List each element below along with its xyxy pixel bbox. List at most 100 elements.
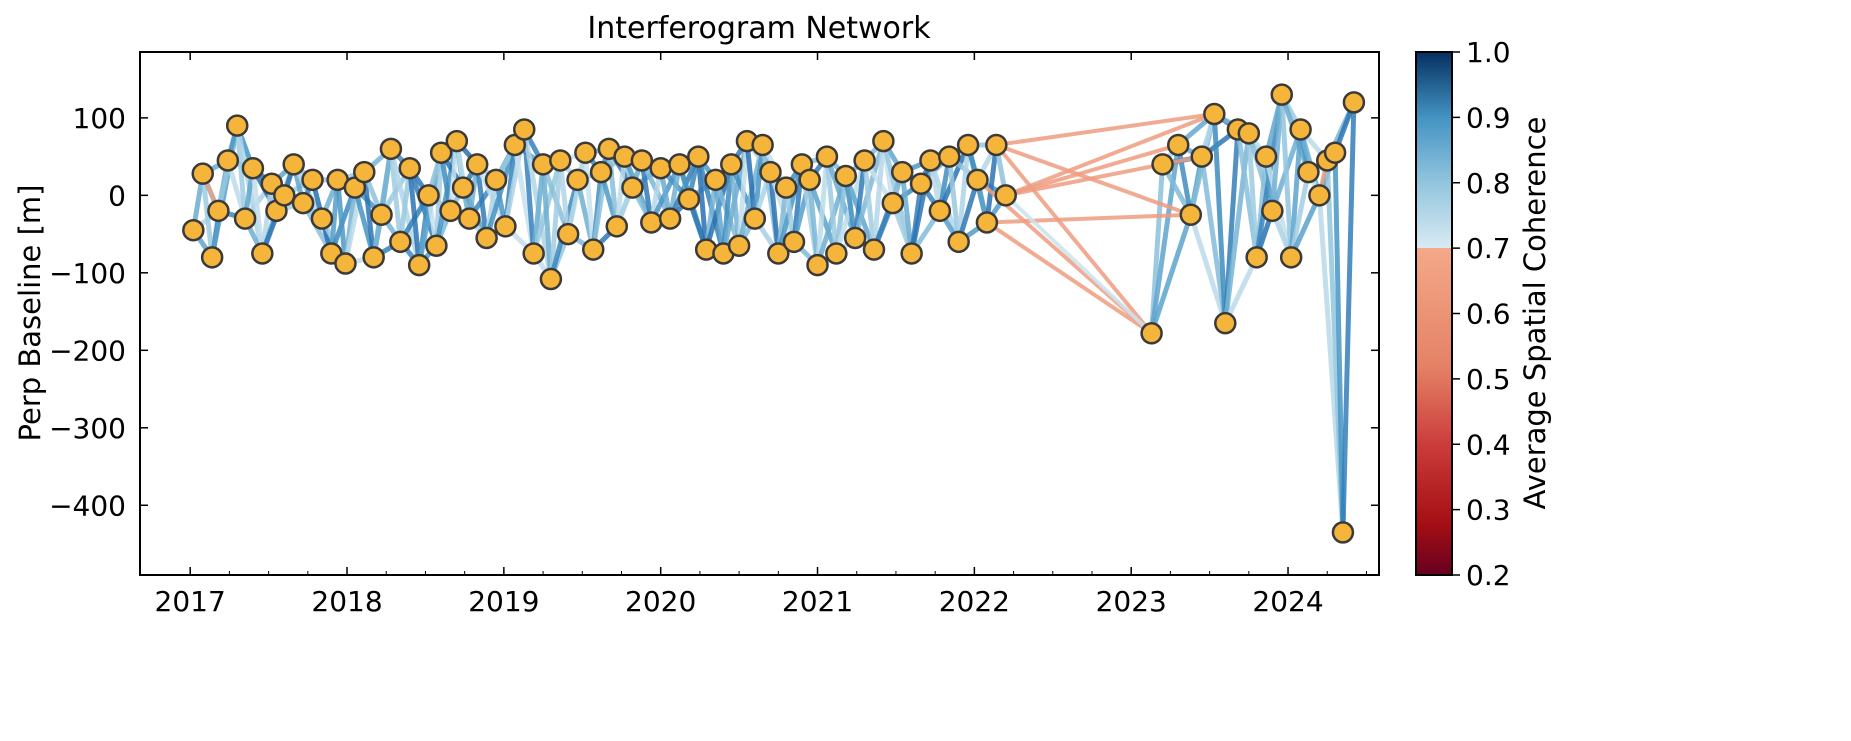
acquisition-point: [429, 141, 453, 164]
acquisition-point: [994, 184, 1017, 207]
acquisition-point: [815, 145, 839, 168]
interferogram-link: [956, 144, 971, 243]
colorbar: 1.0 0.9 0.8 0.7 0.6 0.5 0.4 0.3 0.2 Average Spat…: [1415, 36, 1552, 592]
acquisition-point: [1254, 145, 1278, 168]
plot-frame: [139, 51, 1380, 576]
colorbar-tick-label: 0.2: [1466, 559, 1511, 592]
colorbar-tick-label: 0.3: [1466, 494, 1511, 527]
interferogram-link: [824, 156, 839, 254]
interferogram-link-low-coherence: [996, 112, 1215, 147]
interferogram-link: [1004, 193, 1153, 335]
acquisition-point: [200, 246, 224, 269]
colorbar-tick-label: 0.4: [1466, 428, 1511, 461]
interferogram-link: [1340, 102, 1357, 533]
acquisition-point: [947, 230, 970, 254]
y-tick-label: −400: [49, 489, 126, 522]
interferogram-link: [1188, 213, 1228, 324]
plot-area: 2017 2018 2019 2020 2021 2022 2023 2024 100 0 −10…: [49, 51, 1380, 618]
x-tick-label: 2023: [1096, 585, 1167, 618]
acquisition-point: [1289, 118, 1312, 141]
colorbar-tick-label: 0.8: [1466, 167, 1511, 200]
acquisition-point: [1323, 141, 1347, 164]
acquisition-point: [1151, 153, 1174, 176]
acquisition-point: [310, 207, 334, 230]
interferogram-link: [1149, 144, 1181, 334]
acquisition-point: [182, 218, 205, 242]
acquisition-point: [1203, 102, 1226, 126]
x-tick-label: 2019: [468, 585, 539, 618]
acquisition-point: [512, 118, 536, 141]
acquisition-point: [853, 149, 876, 172]
acquisition-point: [445, 129, 469, 153]
interferogram-link: [474, 164, 490, 239]
acquisition-point: [704, 168, 727, 192]
acquisition-point: [574, 141, 597, 164]
colorbar-tick-label: 0.5: [1466, 363, 1511, 396]
acquisition-point: [549, 149, 572, 172]
acquisition-point: [1297, 160, 1320, 184]
acquisition-point: [539, 267, 563, 291]
acquisition-point: [362, 246, 385, 269]
acquisition-point: [233, 207, 257, 230]
acquisition-point: [458, 207, 481, 230]
acquisition-point: [872, 129, 895, 153]
acquisition-point: [966, 168, 989, 192]
acquisition-point: [494, 215, 517, 238]
interferogram-link: [871, 140, 886, 250]
acquisition-point: [1190, 145, 1214, 168]
acquisition-point: [1214, 311, 1237, 335]
interferogram-link-low-coherence: [986, 212, 1191, 225]
interferogram-link-low-coherence: [985, 220, 1153, 335]
acquisition-point: [191, 162, 214, 185]
interferogram-link: [862, 160, 877, 250]
acquisition-point: [909, 172, 933, 195]
colorbar-gradient: [1415, 51, 1453, 576]
acquisition-point: [407, 253, 431, 277]
interferogram-link: [736, 140, 750, 246]
acquisition-point: [985, 133, 1008, 157]
acquisition-point: [605, 215, 629, 238]
acquisition-point: [843, 226, 867, 250]
y-tick-label: −300: [49, 412, 126, 445]
acquisition-point: [484, 168, 508, 192]
colorbar-tick-label: 0.9: [1466, 101, 1511, 134]
interferogram-link: [250, 167, 265, 254]
interferogram-link: [767, 171, 781, 254]
acquisition-point: [975, 211, 999, 234]
acquisition-point: [475, 226, 498, 250]
acquisition-point: [207, 199, 230, 223]
x-axis-ticks: 2017 2018 2019 2020 2021 2022 2023 2024: [155, 52, 1367, 618]
interferogram-link: [1332, 152, 1346, 533]
acquisition-point: [225, 114, 249, 137]
acquisition-point: [759, 160, 782, 184]
x-tick-label: 2018: [311, 585, 382, 618]
acquisition-point: [301, 168, 324, 192]
acquisition-point: [465, 153, 489, 176]
acquisition-point: [389, 230, 412, 254]
acquisition-point: [751, 133, 774, 157]
interferogram-link: [614, 156, 628, 227]
acquisition-point: [1270, 83, 1294, 106]
interferogram-link: [448, 140, 460, 212]
interferogram-link: [899, 171, 915, 254]
colorbar-tick-label: 0.6: [1466, 298, 1511, 331]
interferogram-link-low-coherence: [1005, 143, 1179, 198]
y-tick-label: 0: [108, 179, 126, 212]
colorbar-tick-label: 0.7: [1466, 232, 1511, 265]
acquisition-point: [621, 176, 644, 199]
acquisition-point: [566, 168, 589, 192]
chart-title: Interferogram Network: [587, 11, 931, 46]
interferogram-link: [407, 167, 422, 266]
interferogram-link: [1211, 113, 1228, 324]
interferogram-link: [1223, 256, 1259, 325]
interferogram-link: [1175, 144, 1194, 216]
interferogram-link: [540, 164, 554, 280]
acquisition-point: [677, 187, 701, 211]
acquisition-point: [241, 156, 265, 180]
acquisition-point: [938, 145, 961, 168]
interferogram-link: [582, 152, 596, 250]
acquisition-point: [890, 160, 914, 184]
acquisition-point: [353, 160, 376, 184]
acquisition-point: [668, 153, 691, 176]
